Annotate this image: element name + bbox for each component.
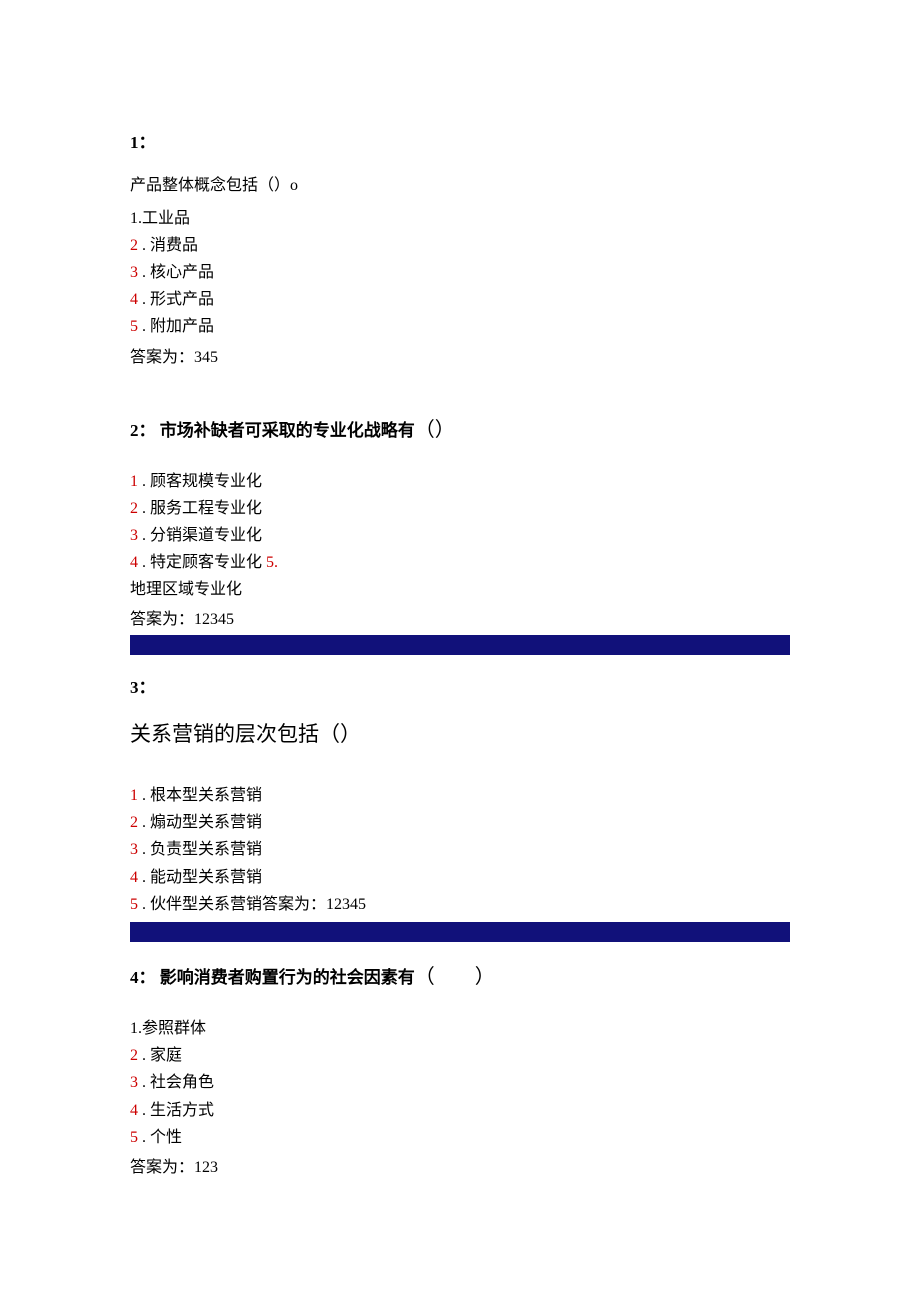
q4-opt2-text: . 家庭 [138,1047,182,1064]
q4-opt1-num: 1. [130,1020,142,1037]
q1-options: 1.工业品 2 . 消费品 3 . 核心产品 4 . 形式产品 5 . 附加产品 [130,205,790,341]
q2-opt5-wrap: 地理区域专业化 [130,576,790,603]
q3-opt4-num: 4 [130,869,138,886]
q4-opt3-num: 3 [130,1074,138,1091]
q3-opt3-text: . 负责型关系营销 [138,841,262,858]
q2-opt3-num: 3 [130,527,138,544]
q3-opt4-text: . 能动型关系营销 [138,869,262,886]
q2-number: 2： [130,421,156,440]
q1-opt3: 3 . 核心产品 [130,259,790,286]
q4-opt1: 1.参照群体 [130,1015,790,1042]
q4-opt5: 5 . 个性 [130,1124,790,1151]
q2-opt1-text: . 顾客规模专业化 [138,473,262,490]
q2-stem-text: 市场补缺者可采取的专业化战略有 [156,421,415,440]
q1-opt2: 2 . 消费品 [130,232,790,259]
q1-number: 1： [130,128,790,153]
q2-opt1: 1 . 顾客规模专业化 [130,468,790,495]
q2-opt5-num-inline: 5. [266,554,278,571]
q3-opt1-text: . 根本型关系营销 [138,787,262,804]
q4-number: 4： [130,968,156,987]
q2-header: 2： 市场补缺者可采取的专业化战略有（） [130,413,790,442]
q3-opt3-num: 3 [130,841,138,858]
q4-opt1-text: 参照群体 [142,1020,206,1037]
q2-opt2: 2 . 服务工程专业化 [130,495,790,522]
q1-opt2-num: 2 [130,237,138,254]
q3-opt1-num: 1 [130,787,138,804]
q4-stem-text: 影响消费者购置行为的社会因素有 [156,968,415,987]
q1-answer: 答案为：345 [130,343,790,367]
q1-opt1-text: 工业品 [142,210,190,227]
q1-opt2-text: . 消费品 [138,237,198,254]
spacer [130,373,790,395]
q2-answer: 答案为：12345 [130,605,790,629]
page-container: 1： 产品整体概念包括（）o 1.工业品 2 . 消费品 3 . 核心产品 4 … [0,0,920,1243]
q1-opt3-num: 3 [130,264,138,281]
q1-stem: 产品整体概念包括（）o [130,173,790,199]
q1-opt3-text: . 核心产品 [138,264,214,281]
q1-opt5-num: 5 [130,318,138,335]
q1-opt4-text: . 形式产品 [138,291,214,308]
q4-opt3-text: . 社会角色 [138,1074,214,1091]
q1-opt5-text: . 附加产品 [138,318,214,335]
q3-stem: 关系营销的层次包括（） [130,718,790,752]
q1-opt5: 5 . 附加产品 [130,313,790,340]
q3-opt5: 5 . 伙伴型关系营销答案为：12345 [130,891,790,918]
q2-opt3-text: . 分销渠道专业化 [138,527,262,544]
q3-opt2-text: . 煽动型关系营销 [138,814,262,831]
q3-opt2: 2 . 煽动型关系营销 [130,809,790,836]
q3-opt5-text: . 伙伴型关系营销答案为：12345 [138,896,366,913]
blue-divider-bar [130,635,790,655]
q3-options: 1 . 根本型关系营销 2 . 煽动型关系营销 3 . 负责型关系营销 4 . … [130,782,790,918]
q3-opt1: 1 . 根本型关系营销 [130,782,790,809]
q2-opt2-text: . 服务工程专业化 [138,500,262,517]
q3-opt4: 4 . 能动型关系营销 [130,864,790,891]
q1-opt1-num: 1. [130,210,142,227]
q4-opt5-text: . 个性 [138,1129,182,1146]
q2-opt4-text: . 特定顾客专业化 [138,554,266,571]
q4-opt4-num: 4 [130,1102,138,1119]
q1-opt1: 1.工业品 [130,205,790,232]
q1-opt4: 4 . 形式产品 [130,286,790,313]
q4-opt4-text: . 生活方式 [138,1102,214,1119]
q4-opt2: 2 . 家庭 [130,1042,790,1069]
q3-opt5-num: 5 [130,896,138,913]
q4-answer: 答案为：123 [130,1153,790,1177]
q2-options: 1 . 顾客规模专业化 2 . 服务工程专业化 3 . 分销渠道专业化 4 . … [130,468,790,604]
q2-opt2-num: 2 [130,500,138,517]
q2-opt4: 4 . 特定顾客专业化 5. [130,549,790,576]
q4-opt5-num: 5 [130,1129,138,1146]
q4-paren: （ ） [415,966,495,988]
q4-header: 4： 影响消费者购置行为的社会因素有（ ） [130,960,790,989]
blue-divider-bar [130,922,790,942]
q2-opt4-num: 4 [130,554,138,571]
q4-opt4: 4 . 生活方式 [130,1097,790,1124]
q4-opt3: 3 . 社会角色 [130,1069,790,1096]
q4-options: 1.参照群体 2 . 家庭 3 . 社会角色 4 . 生活方式 5 . 个性 [130,1015,790,1151]
q1-opt4-num: 4 [130,291,138,308]
q4-opt2-num: 2 [130,1047,138,1064]
q3-opt2-num: 2 [130,814,138,831]
q2-opt1-num: 1 [130,473,138,490]
q3-number: 3： [130,673,790,698]
q3-opt3: 3 . 负责型关系营销 [130,836,790,863]
q2-opt3: 3 . 分销渠道专业化 [130,522,790,549]
q2-paren: （） [415,419,455,441]
